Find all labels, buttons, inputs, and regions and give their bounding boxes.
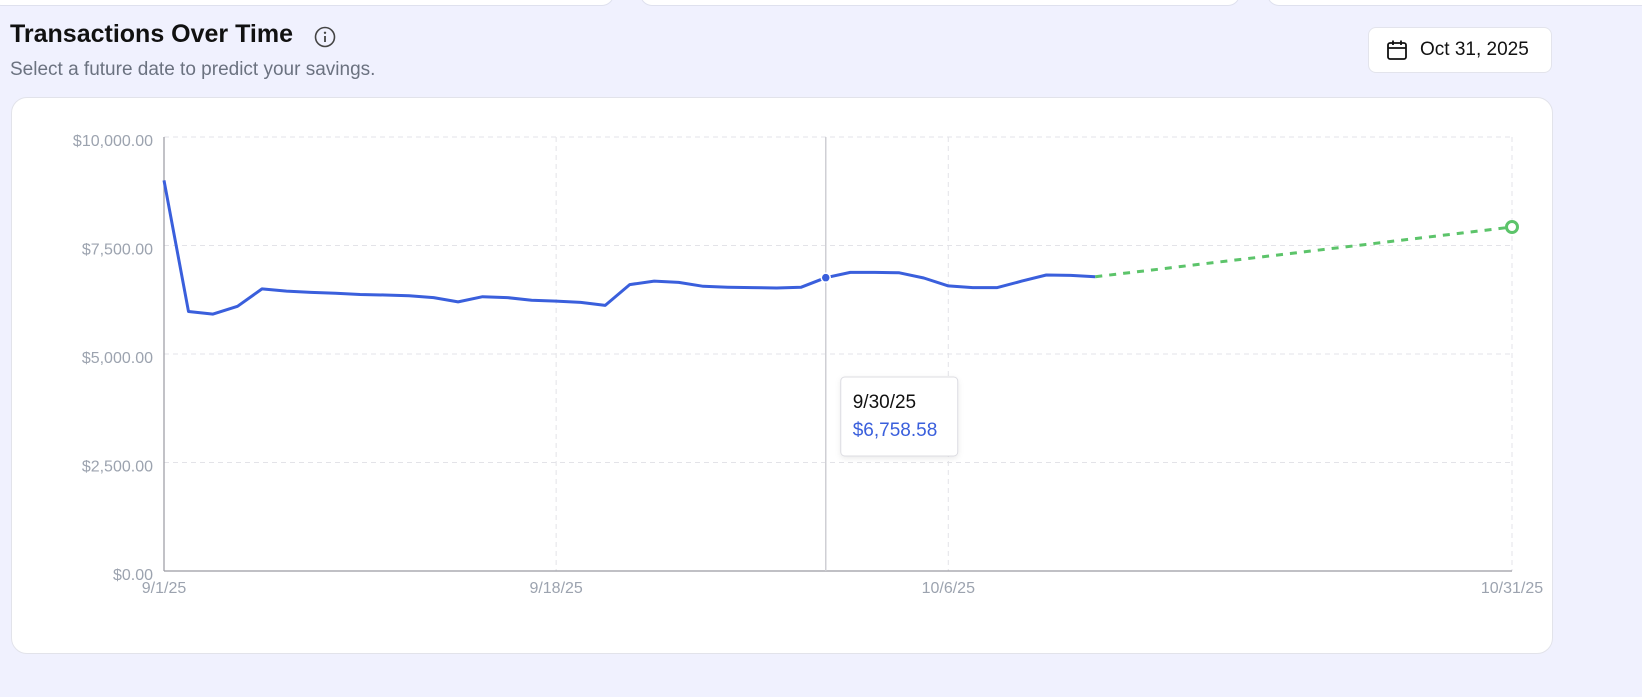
hover-point — [820, 272, 831, 283]
endpoint-marker — [1505, 220, 1519, 235]
y-tick-label: $10,000.00 — [73, 133, 153, 150]
calendar-icon — [1387, 40, 1407, 60]
x-tick-label: 9/18/25 — [529, 580, 582, 597]
y-tick-label: $5,000.00 — [82, 350, 153, 367]
y-tick-label: $0.00 — [113, 567, 153, 584]
tooltip: 9/30/25 $6,758.58 — [840, 376, 959, 457]
section-subtitle: Select a future date to predict your sav… — [10, 59, 376, 80]
y-tick-label: $2,500.00 — [82, 459, 153, 476]
info-icon[interactable] — [314, 26, 336, 48]
series-line — [162, 180, 1096, 316]
section-title: Transactions Over Time — [10, 20, 293, 48]
date-label: Oct 31, 2025 — [1420, 39, 1529, 60]
tooltip-date: 9/30/25 — [853, 392, 916, 413]
chart-card — [11, 97, 1553, 654]
tooltip-value: $6,758.58 — [853, 420, 938, 441]
series-line — [1095, 225, 1513, 279]
x-tick-label: 9/1/25 — [142, 580, 187, 597]
x-tick-label: 10/6/25 — [922, 580, 975, 597]
tooltip-box — [840, 376, 959, 457]
x-tick-label: 10/31/25 — [1481, 580, 1543, 597]
date-picker-button[interactable]: Oct 31, 2025 — [1368, 27, 1552, 73]
y-tick-label: $7,500.00 — [82, 242, 153, 259]
